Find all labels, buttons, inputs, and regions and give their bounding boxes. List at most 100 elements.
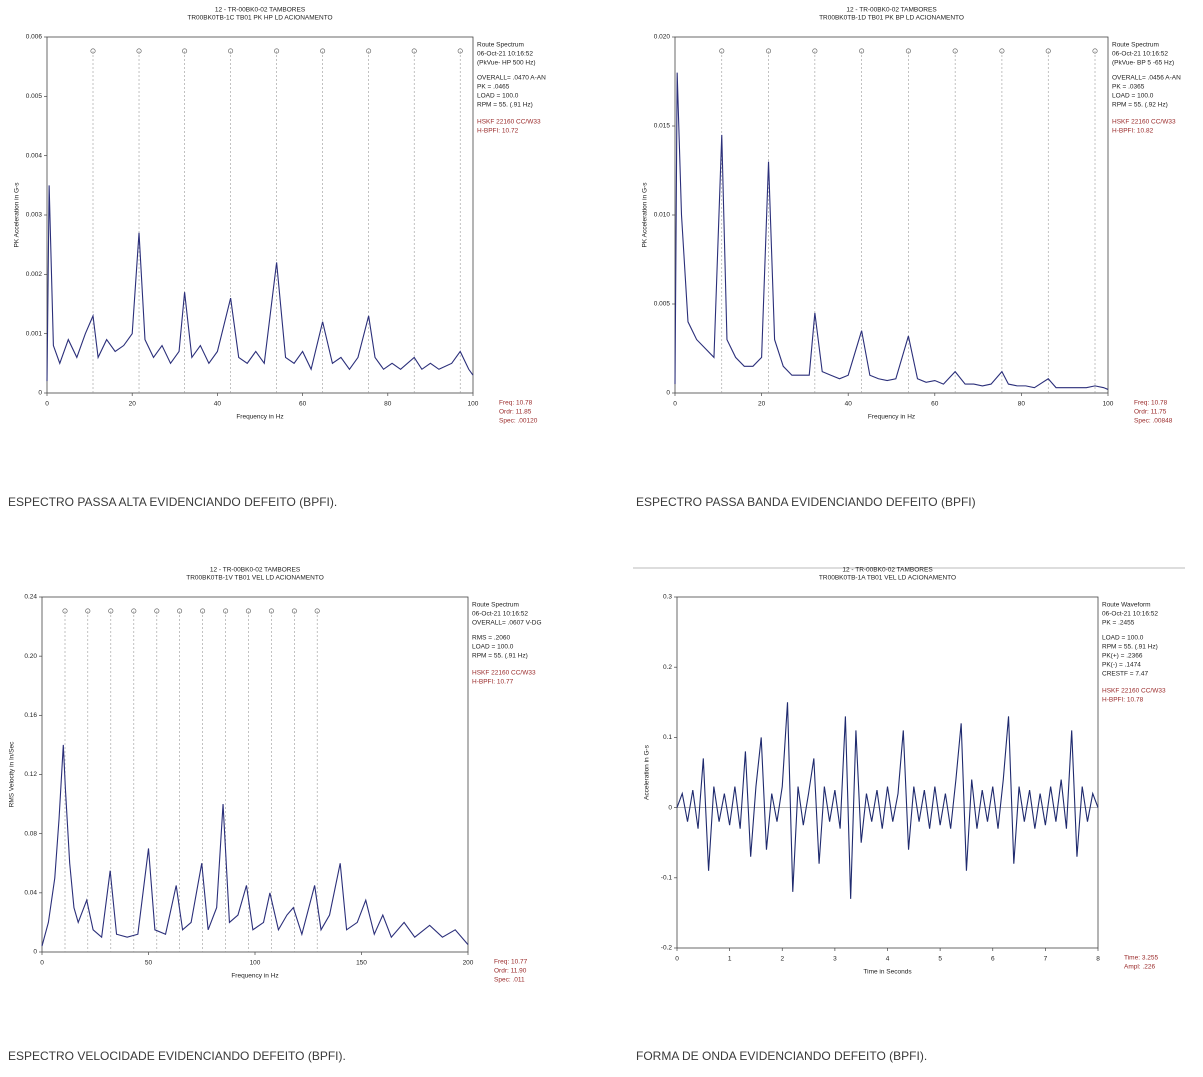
x-tick-label: 20 <box>129 401 137 408</box>
x-tick-label: 60 <box>299 401 307 408</box>
info-text: RMS = .2060 <box>472 635 511 642</box>
y-tick-label: 0.003 <box>26 212 43 219</box>
bearing-text: H-BPFI: 10.82 <box>1112 128 1154 135</box>
x-tick-label: 40 <box>214 401 222 408</box>
y-tick-label: 0.16 <box>24 712 37 719</box>
x-tick-label: 8 <box>1096 956 1100 963</box>
x-tick-label: 100 <box>1103 401 1114 408</box>
info-text: Route Spectrum <box>472 602 519 609</box>
y-tick-label: 0 <box>666 390 670 397</box>
x-tick-label: 4 <box>886 956 890 963</box>
x-tick-label: 6 <box>991 956 995 963</box>
y-tick-label: 0 <box>38 390 42 397</box>
x-tick-label: 100 <box>468 401 479 408</box>
y-tick-label: 0.005 <box>26 93 43 100</box>
x-tick-label: 5 <box>938 956 942 963</box>
cursor-marker <box>999 48 1005 54</box>
info-text: LOAD = 100.0 <box>1102 635 1144 642</box>
info-text: PK(-) = .1474 <box>1102 662 1141 669</box>
y-tick-label: 0.12 <box>24 771 37 778</box>
bearing-text: H-BPFI: 10.72 <box>477 128 519 135</box>
cursor-marker <box>859 48 865 54</box>
cursor-marker <box>200 608 206 614</box>
readout-text: Time: 3.255 <box>1124 955 1158 962</box>
cursor-marker <box>719 48 725 54</box>
plot-frame <box>676 596 1099 949</box>
caption: ESPECTRO PASSA BANDA EVIDENCIANDO DEFEIT… <box>636 495 976 509</box>
y-tick-label: 0.004 <box>26 152 43 159</box>
y-tick-label: -0.1 <box>661 875 673 882</box>
cursor-marker <box>291 608 297 614</box>
cursor-marker <box>223 608 229 614</box>
cursor-marker <box>314 608 320 614</box>
readout-text: Ordr: 11.90 <box>494 968 527 975</box>
bearing-text: HSKF 22160 CC/W33 <box>477 119 541 126</box>
data-line <box>674 72 1109 390</box>
cursor-marker <box>85 608 91 614</box>
readout-text: Spec: .00120 <box>499 418 538 425</box>
cursor-marker <box>905 48 911 54</box>
x-tick-label: 50 <box>145 960 153 967</box>
info-text: Route Spectrum <box>477 42 524 49</box>
y-tick-label: 0.1 <box>663 734 672 741</box>
chart-subtitle: TR00BK0TB-1A TB01 VEL LD ACIONAMENTO <box>819 575 956 582</box>
info-text: RPM = 55. (.91 Hz) <box>1102 644 1158 651</box>
info-text: LOAD = 100.0 <box>472 644 514 651</box>
info-text: (PkVue- BP 5 -65 Hz) <box>1112 60 1174 67</box>
y-tick-label: 0.020 <box>654 34 671 41</box>
info-text: (PkVue- HP 500 Hz) <box>477 60 536 67</box>
x-tick-label: 100 <box>250 960 261 967</box>
bearing-text: HSKF 22160 CC/W33 <box>472 670 536 677</box>
x-tick-label: 0 <box>40 960 44 967</box>
info-text: Route Spectrum <box>1112 42 1159 49</box>
info-text: PK = .0465 <box>477 84 510 91</box>
info-text: OVERALL= .0470 A-AN <box>477 75 546 82</box>
cursor-marker <box>952 48 958 54</box>
x-tick-label: 80 <box>384 401 392 408</box>
y-tick-label: 0 <box>668 804 672 811</box>
y-tick-label: 0.010 <box>654 212 671 219</box>
x-tick-label: 150 <box>356 960 367 967</box>
plot-frame <box>46 36 474 394</box>
plot-frame <box>674 36 1109 394</box>
x-axis-label: Time in Seconds <box>863 969 912 976</box>
caption: FORMA DE ONDA EVIDENCIANDO DEFEITO (BPFI… <box>636 1049 927 1063</box>
x-tick-label: 0 <box>45 401 49 408</box>
cursor-marker <box>1092 48 1098 54</box>
cursor-marker <box>1045 48 1051 54</box>
plot-frame <box>41 596 469 953</box>
chart-subtitle: TR00BK0TB-1D TB01 PK BP LD ACIONAMENTO <box>819 15 964 22</box>
y-tick-label: 0.001 <box>26 330 43 337</box>
y-tick-label: 0.005 <box>654 301 671 308</box>
chart-subtitle: TR00BK0TB-1V TB01 VEL LD ACIONAMENTO <box>186 575 324 582</box>
readout-text: Spec: .011 <box>494 977 525 984</box>
x-axis-label: Frequency in Hz <box>231 973 278 980</box>
chart-title: 12 - TR-00BK0-02 TAMBORES <box>842 567 933 574</box>
chart-title: 12 - TR-00BK0-02 TAMBORES <box>210 567 301 574</box>
x-tick-label: 200 <box>463 960 474 967</box>
y-tick-label: -0.2 <box>661 945 673 952</box>
y-axis-label: RMS Velocity in In/Sec <box>9 741 16 807</box>
x-tick-label: 3 <box>833 956 837 963</box>
x-tick-label: 7 <box>1044 956 1048 963</box>
info-text: RPM = 55. (.91 Hz) <box>472 653 528 660</box>
cursor-marker <box>320 48 326 54</box>
info-text: PK = .2455 <box>1102 620 1135 627</box>
x-axis-label: Frequency in Hz <box>236 414 283 421</box>
chart-title: 12 - TR-00BK0-02 TAMBORES <box>215 7 306 14</box>
chart-subtitle: TR00BK0TB-1C TB01 PK HP LD ACIONAMENTO <box>187 15 332 22</box>
y-axis-label: PK Acceleration in G-s <box>14 182 21 248</box>
cursor-marker <box>62 608 68 614</box>
readout-text: Ordr: 11.85 <box>499 409 532 416</box>
info-text: PK(+) = .2366 <box>1102 653 1143 660</box>
cursor-marker <box>177 608 183 614</box>
data-line <box>41 744 469 947</box>
cursor-marker <box>108 608 114 614</box>
cursor-marker <box>411 48 417 54</box>
x-axis-label: Frequency in Hz <box>868 414 915 421</box>
y-tick-label: 0.006 <box>26 34 43 41</box>
x-tick-label: 0 <box>673 401 677 408</box>
caption: ESPECTRO VELOCIDADE EVIDENCIANDO DEFEITO… <box>8 1049 346 1063</box>
y-axis-label: PK Acceleration in G-s <box>642 182 649 248</box>
